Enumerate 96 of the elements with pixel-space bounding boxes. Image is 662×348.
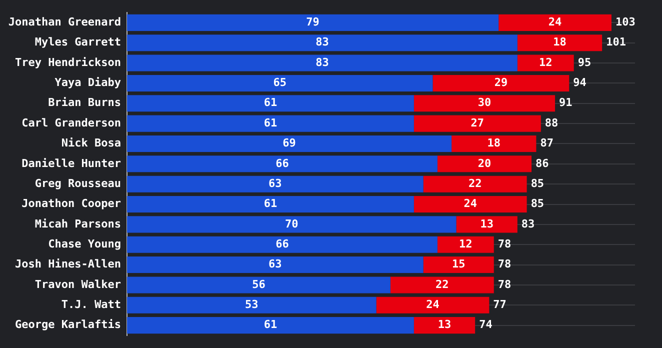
data-label: 27: [470, 116, 484, 130]
y-tick-label: George Karlaftis: [15, 318, 121, 332]
bar: [127, 236, 438, 253]
data-label: 29: [494, 76, 508, 90]
data-label: 53: [245, 298, 258, 311]
y-tick-label: Brian Burns: [48, 96, 121, 110]
total-label: 101: [606, 36, 626, 49]
bar: [127, 176, 424, 192]
bar: [127, 135, 452, 152]
bar: [127, 296, 376, 314]
bar: [414, 196, 527, 213]
data-label: 65: [273, 76, 286, 90]
total-label: 94: [573, 76, 587, 90]
data-label: 70: [285, 217, 298, 230]
total-label: 77: [493, 298, 506, 311]
y-tick-label: Micah Parsons: [34, 217, 121, 230]
total-label: 85: [530, 197, 544, 210]
y-tick-label: Nick Bosa: [61, 136, 121, 150]
data-label: 66: [276, 237, 290, 250]
y-tick-label: Danielle Hunter: [22, 156, 122, 170]
total-label: 88: [544, 116, 558, 130]
bar: [414, 115, 541, 132]
bar: [127, 256, 424, 274]
bar: [452, 135, 536, 152]
bar: [390, 276, 494, 294]
data-label: 61: [264, 96, 278, 110]
data-label: 83: [316, 56, 329, 69]
y-tick-label: Travon Walker: [34, 278, 122, 291]
y-tick-label: Greg Rousseau: [34, 176, 121, 190]
bar: [498, 14, 612, 31]
data-label: 61: [264, 197, 278, 210]
data-label: 13: [438, 318, 452, 332]
data-label: 15: [452, 258, 466, 271]
bar: [376, 296, 490, 314]
total-label: 83: [521, 217, 535, 230]
bar: [127, 317, 414, 334]
data-label: 79: [306, 16, 320, 29]
bar: [456, 216, 518, 233]
bar: [437, 156, 532, 172]
bar: [423, 176, 527, 192]
bar: [127, 54, 518, 72]
bar: [127, 276, 390, 294]
y-tick-label: Jonathon Cooper: [22, 197, 122, 210]
data-label: 63: [268, 176, 282, 190]
total-label: 103: [615, 16, 636, 29]
bar: [517, 54, 574, 72]
bar: [127, 115, 414, 132]
bar: [127, 34, 518, 52]
bar: [414, 317, 476, 334]
bar: [437, 236, 494, 253]
data-label: 61: [264, 116, 278, 130]
total-label: 95: [578, 56, 592, 69]
total-label: 74: [479, 318, 493, 332]
data-label: 12: [459, 237, 472, 250]
y-tick-label: Trey Hendrickson: [15, 56, 121, 69]
total-label: 87: [540, 136, 554, 150]
data-label: 63: [268, 258, 282, 271]
data-label: 18: [487, 136, 501, 150]
data-label: 30: [478, 96, 492, 110]
data-label: 24: [548, 16, 562, 29]
data-label: 13: [480, 217, 494, 230]
y-tick-label: Chase Young: [48, 237, 121, 250]
total-label: 86: [536, 156, 550, 170]
total-label: 78: [498, 278, 512, 291]
y-tick-label: Myles Garrett: [34, 36, 121, 49]
data-label: 56: [252, 278, 266, 291]
y-tick-label: Josh Hines-Allen: [15, 258, 121, 271]
data-label: 22: [436, 278, 449, 291]
bar: [432, 74, 570, 92]
data-label: 66: [276, 156, 290, 170]
y-tick-label: Carl Granderson: [22, 116, 121, 130]
bar: [127, 74, 433, 92]
bar: [127, 196, 414, 213]
total-label: 78: [498, 258, 512, 271]
bar: [127, 156, 438, 172]
data-label: 20: [478, 156, 492, 170]
y-tick-label: Jonathan Greenard: [8, 16, 121, 29]
data-label: 24: [464, 197, 478, 210]
total-label: 85: [530, 176, 544, 190]
bar: [423, 256, 494, 274]
total-label: 91: [559, 96, 573, 110]
data-label: 69: [282, 136, 296, 150]
data-label: 12: [539, 56, 552, 69]
y-tick-label: T.J. Watt: [61, 298, 121, 311]
bar: [127, 14, 499, 31]
data-label: 22: [468, 176, 482, 190]
bar: [517, 34, 602, 52]
bar: [127, 216, 456, 233]
data-label: 24: [426, 298, 440, 311]
bar: [414, 95, 556, 112]
total-label: 78: [498, 237, 512, 250]
data-label: 18: [553, 36, 566, 49]
data-label: 61: [264, 318, 278, 332]
bar: [127, 95, 414, 112]
y-tick-label: Yaya Diaby: [54, 76, 122, 90]
data-label: 83: [316, 36, 329, 49]
